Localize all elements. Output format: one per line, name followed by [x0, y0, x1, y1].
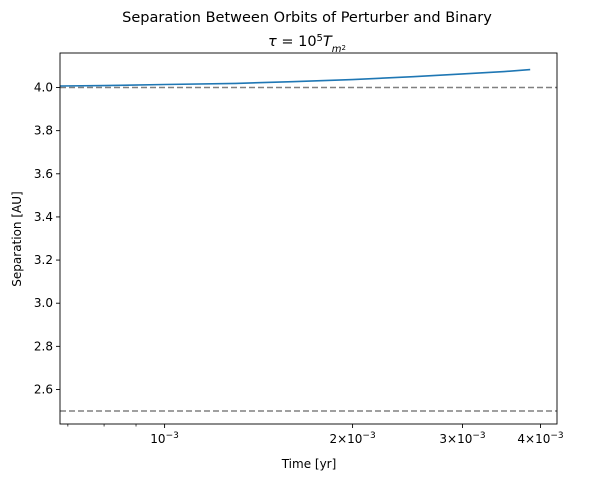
y-tick-label: 4.0 — [34, 81, 53, 95]
series-layer — [59, 68, 531, 87]
subtitle-sub-2: 2 — [342, 44, 346, 52]
x-tick-label: 3×10−3 — [439, 431, 485, 446]
y-tick-label: 3.2 — [34, 253, 53, 267]
y-tick-label: 3.8 — [34, 124, 53, 138]
x-tick-label: 10−3 — [150, 431, 179, 446]
subtitle-exponent: 5 — [317, 33, 323, 44]
x-tick-label: 4×10−3 — [517, 431, 563, 446]
subtitle-equals: = — [277, 34, 298, 50]
series-line-0 — [59, 68, 531, 87]
y-axis-label: Separation [AU] — [10, 191, 24, 286]
reference-lines — [60, 86, 557, 412]
chart-subtitle: τ = 105Tm2 — [268, 33, 346, 55]
plot-frame — [59, 52, 558, 425]
y-tick-label: 3.0 — [34, 296, 53, 310]
chart-title: Separation Between Orbits of Perturber a… — [122, 10, 492, 26]
subtitle-base: 10 — [298, 34, 316, 50]
x-axis-label: Time [yr] — [281, 457, 337, 471]
y-tick-label: 2.6 — [34, 382, 53, 396]
y-tick-label: 2.8 — [34, 339, 53, 353]
subtitle-sub-m: m — [332, 44, 342, 55]
subtitle-T: T — [323, 34, 333, 50]
y-tick-label: 3.6 — [34, 167, 53, 181]
subtitle-tau: τ — [268, 34, 277, 50]
y-tick-label: 3.4 — [34, 210, 53, 224]
x-tick-label: 2×10−3 — [329, 431, 375, 446]
y-axis: 2.6 2.8 3.0 3.2 3.4 3.6 3.8 4.0 — [34, 81, 60, 396]
x-axis: 10−3 2×10−3 3×10−3 4×10−3 — [67, 424, 564, 446]
